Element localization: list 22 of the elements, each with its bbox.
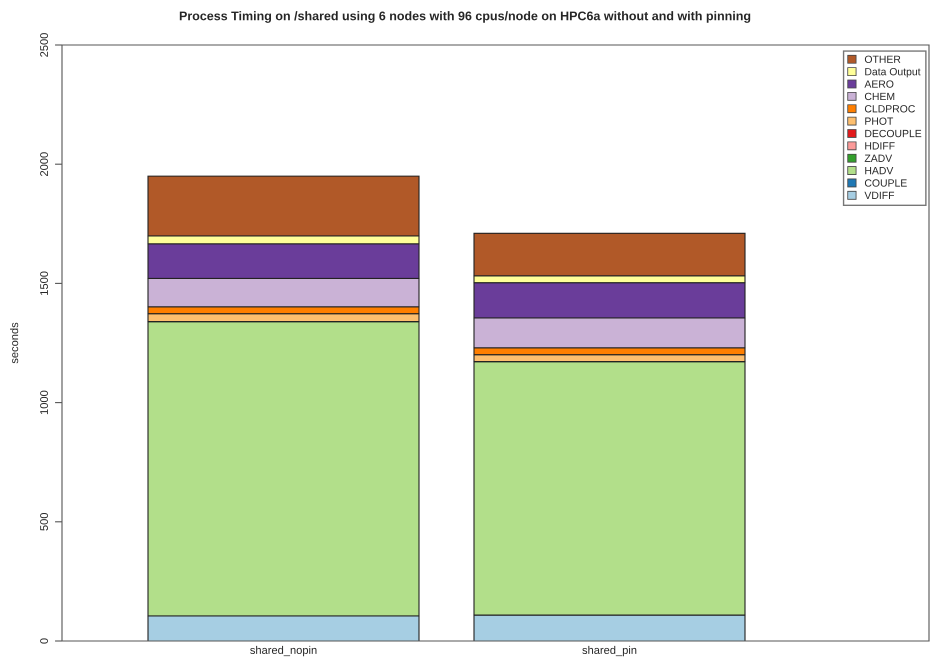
legend-label: HDIFF <box>865 142 895 150</box>
legend-label: CLDPROC <box>864 105 915 112</box>
y-tick-label: 0 <box>40 638 48 644</box>
legend-label: CHEM <box>864 92 894 100</box>
y-tick-label: 1000 <box>40 390 48 414</box>
legend-label: DECOUPLE <box>865 130 922 138</box>
legend-label: PHOT <box>865 117 894 125</box>
x-tick-label: shared_pin <box>582 646 636 656</box>
chart-title: Process Timing on /shared using 6 nodes with 96 cpus/node on HPC6a without and with pinning <box>180 11 750 23</box>
legend-label: Data Output <box>865 68 920 78</box>
y-tick-label: 2000 <box>40 152 48 176</box>
legend-label: ZADV <box>864 154 892 162</box>
y-tick-label: 2500 <box>40 33 48 57</box>
x-tick-label: shared_nopin <box>250 646 316 656</box>
y-tick-label: 500 <box>40 512 48 531</box>
legend-label: OTHER <box>864 56 900 63</box>
legend-label: VDIFF <box>864 192 894 199</box>
y-axis-title: seconds <box>10 322 18 364</box>
legend-label: AERO <box>864 80 894 88</box>
legend-label: HADV <box>865 167 894 174</box>
legend-label: COUPLE <box>864 179 907 187</box>
y-tick-label: 1500 <box>40 271 48 295</box>
